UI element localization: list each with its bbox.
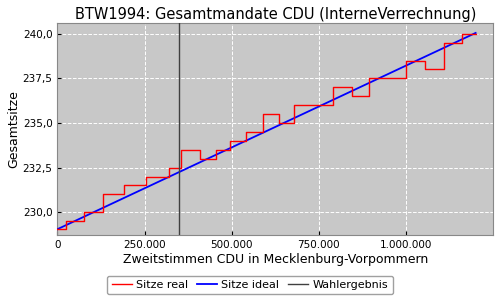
Sitze real [260,112,266,116]
Sitze real [330,85,336,89]
Sitze real [242,139,248,143]
Sitze real [144,184,150,187]
Sitze real [63,219,69,223]
Sitze real [242,130,248,134]
Y-axis label: Gesamtsitze: Gesamtsitze [7,90,20,168]
Sitze real [384,76,390,80]
Sitze real [120,193,126,196]
Sitze real [403,59,409,62]
Sitze real [292,121,298,125]
Sitze real [312,103,318,107]
Sitze real [276,121,281,125]
Sitze real [213,157,219,160]
Sitze real [366,94,372,98]
Sitze real [458,41,464,44]
Sitze real [80,219,86,223]
Title: BTW1994: Gesamtmandate CDU (InterneVerrechnung): BTW1994: Gesamtmandate CDU (InterneVerre… [74,7,476,22]
Sitze real [54,227,60,231]
Sitze real [80,210,86,214]
Sitze real [422,59,428,62]
Sitze real [100,210,106,214]
Sitze real [100,193,106,196]
Sitze real [403,76,409,80]
Sitze real [422,68,428,71]
Sitze real [442,68,448,71]
Sitze real [330,103,336,107]
Sitze real [166,166,172,169]
Sitze real [213,148,219,152]
Sitze real [227,139,233,143]
Line: Sitze real: Sitze real [58,34,476,229]
Sitze real [198,148,203,152]
Sitze real [166,175,172,178]
Sitze real [292,103,298,107]
Sitze real [442,41,448,44]
Sitze real [63,227,69,231]
Sitze real [178,148,184,152]
Sitze real [349,85,355,89]
Sitze real [458,32,464,36]
Sitze real [198,157,203,160]
Sitze real [349,94,355,98]
Sitze real [260,130,266,134]
Sitze real [144,175,150,178]
Legend: Sitze real, Sitze ideal, Wahlergebnis: Sitze real, Sitze ideal, Wahlergebnis [107,276,393,294]
Sitze real [366,76,372,80]
Sitze real [472,32,478,36]
X-axis label: Zweitstimmen CDU in Mecklenburg-Vorpommern: Zweitstimmen CDU in Mecklenburg-Vorpomme… [122,253,428,266]
Sitze real [178,166,184,169]
Sitze real [312,103,318,107]
Sitze real [227,148,233,152]
Sitze real [276,112,281,116]
Sitze real [120,184,126,187]
Sitze real [384,76,390,80]
